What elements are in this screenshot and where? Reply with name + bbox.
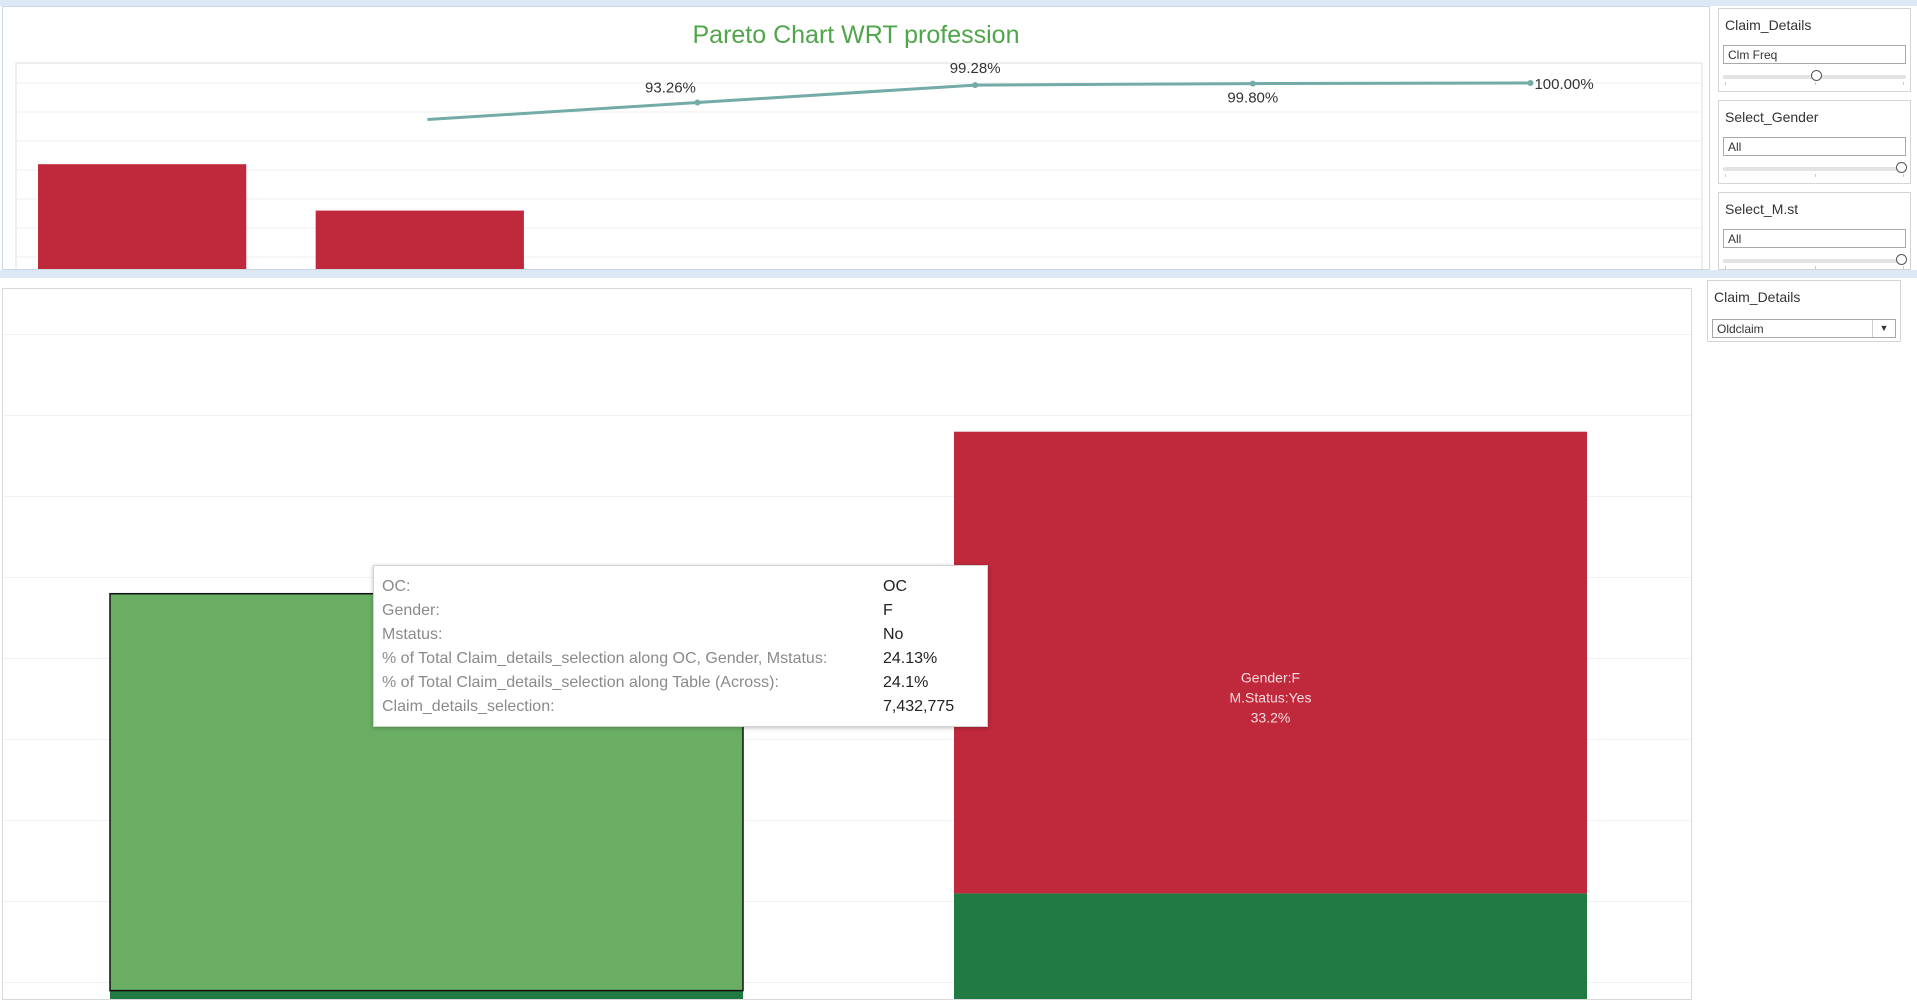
stacked-bar-segment (954, 893, 1587, 999)
stacked-bar-segment (954, 431, 1587, 894)
pareto-bar (315, 210, 524, 269)
dashboard-gap-strip (0, 270, 1917, 278)
tooltip-value: 24.1% (883, 674, 929, 691)
filter-value-field[interactable]: All (1723, 137, 1906, 156)
tooltip-label: Gender: (382, 602, 440, 619)
slider-track[interactable] (1723, 167, 1906, 171)
filter-claim-details-dropdown: Claim_Details Oldclaim ▼ (1707, 280, 1901, 342)
pareto-data-label: 100.00% (1534, 76, 1593, 93)
segment-data-label: 33.2% (1251, 710, 1291, 726)
tooltip-label: Claim_details_selection: (382, 698, 555, 715)
tooltip-label: % of Total Claim_details_selection along… (382, 650, 828, 667)
tooltip-value: 7,432,775 (883, 698, 955, 715)
tooltip-value: No (883, 626, 904, 643)
filter-value-field[interactable]: All (1723, 229, 1906, 248)
top-border-strip (0, 0, 1917, 6)
slider-ticks (1725, 174, 1904, 177)
filter-select-mst: Select_M.st All (1718, 192, 1911, 270)
pareto-cumulative-line (427, 81, 1531, 122)
filter-title: Select_M.st (1725, 201, 1799, 217)
segment-data-label: Gender:F (1241, 670, 1300, 686)
chevron-down-icon[interactable]: ▼ (1872, 320, 1895, 337)
pareto-chart-panel: 93.26% 99.28% 99.80% 100.00% Pareto Chart W… (2, 6, 1710, 270)
filter-select-gender: Select_Gender All (1718, 100, 1911, 184)
slider-ticks (1725, 82, 1904, 85)
pareto-chart-svg[interactable]: 93.26% 99.28% 99.80% 100.00% (3, 7, 1709, 269)
tooltip-value: OC (883, 578, 907, 595)
pareto-point (694, 99, 701, 106)
page-title: Pareto Chart WRT profession (692, 21, 1020, 49)
filter-title: Claim_Details (1714, 289, 1801, 305)
segment-data-label: M.Status:Yes (1230, 690, 1312, 706)
pareto-bar (38, 164, 247, 269)
pareto-point (972, 82, 979, 89)
tooltip-label: % of Total Claim_details_selection along… (382, 674, 779, 691)
pareto-data-label: 99.28% (950, 60, 1001, 77)
slider-handle[interactable] (1896, 162, 1907, 173)
tooltip-label: Mstatus: (382, 626, 443, 643)
pareto-plot-area (15, 62, 1703, 269)
tooltip-value: 24.13% (883, 650, 938, 667)
slider-handle[interactable] (1896, 254, 1907, 265)
filter-title: Select_Gender (1725, 109, 1819, 125)
select-value: Oldclaim (1717, 322, 1764, 336)
slider-handle[interactable] (1811, 70, 1822, 81)
pareto-data-label: 99.80% (1227, 90, 1278, 107)
claim-details-select[interactable]: Oldclaim ▼ (1712, 319, 1896, 338)
pareto-data-label: 93.26% (645, 80, 696, 97)
tooltip-label: OC: (382, 578, 411, 595)
tooltip: OC: OC Gender: F Mstatus: No % of Total … (373, 565, 988, 727)
stacked-bar-segment (110, 990, 743, 999)
filter-value-field[interactable]: Clm Freq (1723, 45, 1906, 64)
filter-claim-details: Claim_Details Clm Freq (1718, 8, 1911, 92)
slider-track[interactable] (1723, 259, 1906, 263)
filter-title: Claim_Details (1725, 17, 1812, 33)
slider-ticks (1725, 266, 1904, 269)
pareto-point (1527, 80, 1534, 86)
pareto-point (1249, 80, 1256, 87)
tooltip-value: F (883, 602, 893, 619)
